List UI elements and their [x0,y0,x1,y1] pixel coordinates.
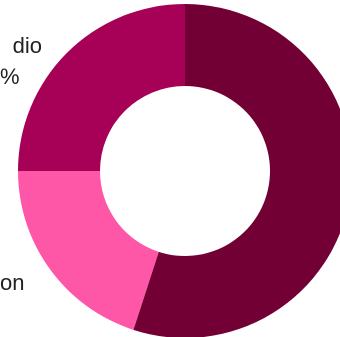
donut-slice-1 [133,4,340,337]
slice-label-fragment-3: on [0,270,25,295]
slice-label-fragment-1: dio [12,33,42,58]
donut-slice-2 [18,171,159,330]
donut-slice-3 [18,4,185,171]
slice-label-fragment-2: % [0,64,20,89]
